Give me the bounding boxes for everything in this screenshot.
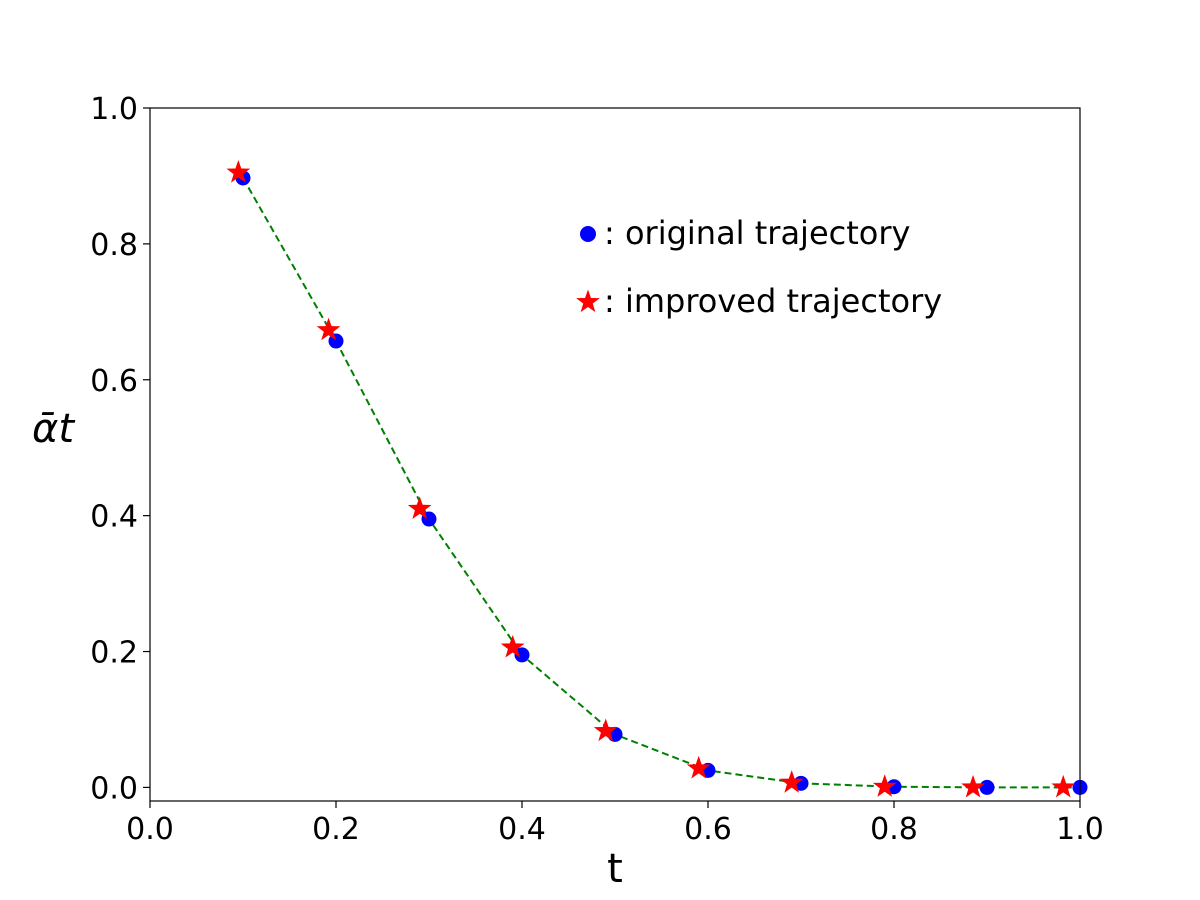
x-tick-label: 0.0 xyxy=(126,812,174,847)
ticks-layer: 0.0 0.2 0.4 0.6 0.8 1.0 0.0 0.2 0.4 0.6 0.8 1.0 xyxy=(90,92,1104,847)
original-trajectory-point xyxy=(979,779,995,795)
original-trajectory-point xyxy=(514,647,530,663)
y-tick-label: 0.0 xyxy=(90,771,138,806)
legend-entry-original: : original trajectory xyxy=(580,214,910,252)
legend: : original trajectory : improved traject… xyxy=(576,214,942,320)
improved-trajectory-point xyxy=(593,718,618,742)
legend-entry-improved: : improved trajectory xyxy=(576,282,942,320)
x-tick-label: 0.4 xyxy=(498,812,546,847)
x-axis-title: t xyxy=(607,846,623,892)
legend-marker-circle xyxy=(580,226,596,242)
improved-trajectory-point xyxy=(872,774,897,797)
y-tick-label: 0.4 xyxy=(90,500,138,535)
data-layer xyxy=(226,160,1088,798)
x-tick-label: 0.6 xyxy=(684,812,732,847)
x-tick-label: 0.2 xyxy=(312,812,360,847)
x-tick-label: 1.0 xyxy=(1056,812,1104,847)
legend-label-improved: : improved trajectory xyxy=(604,282,942,320)
improved-trajectory-point xyxy=(1051,774,1076,798)
legend-marker-star xyxy=(576,289,600,313)
improved-trajectory-point xyxy=(226,160,251,183)
plot-frame xyxy=(149,107,1081,802)
improved-trajectory-point xyxy=(316,317,341,341)
improved-trajectory-point xyxy=(686,755,711,779)
y-tick-label: 0.6 xyxy=(90,364,138,399)
y-axis-title: ᾱt xyxy=(32,406,75,452)
improved-trajectory-point xyxy=(961,774,985,798)
trajectory-connector-line xyxy=(242,177,1080,789)
y-tick-label: 1.0 xyxy=(90,92,138,127)
improved-trajectory-point xyxy=(500,634,525,658)
improved-trajectory-point xyxy=(779,770,804,793)
improved-trajectory-point xyxy=(407,496,432,519)
y-tick-label: 0.8 xyxy=(90,228,138,263)
y-tick-label: 0.2 xyxy=(90,636,138,671)
x-tick-label: 0.8 xyxy=(870,812,918,847)
legend-label-original: : original trajectory xyxy=(604,214,910,252)
